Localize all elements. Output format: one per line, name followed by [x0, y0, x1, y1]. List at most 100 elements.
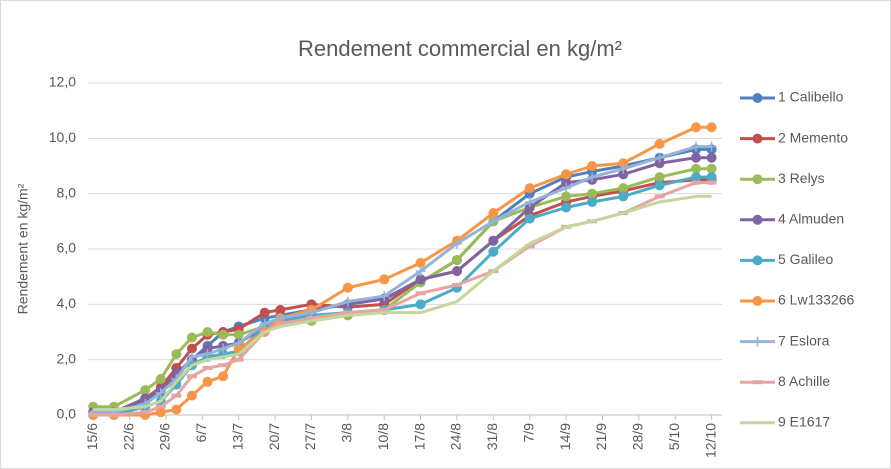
point	[451, 266, 462, 277]
legend-marker	[752, 214, 763, 225]
point	[654, 172, 665, 183]
point	[561, 202, 572, 213]
x-tick-label: 10/8	[375, 423, 391, 450]
point	[306, 307, 317, 318]
point	[654, 180, 665, 191]
point	[706, 172, 717, 183]
x-tick-label: 5/10	[666, 423, 682, 450]
point	[561, 177, 572, 188]
point	[488, 216, 499, 227]
legend-label: 8 Achille	[778, 373, 830, 389]
x-tick-label: 29/6	[157, 423, 173, 450]
point	[415, 266, 426, 277]
legend-label: 5 Galileo	[778, 251, 833, 267]
point	[275, 313, 286, 324]
y-tick-label: 0,0	[57, 406, 77, 422]
x-tick-label: 13/7	[229, 423, 245, 450]
x-tick-label: 27/7	[302, 423, 318, 450]
x-tick-label: 22/6	[120, 423, 136, 450]
point	[186, 390, 197, 401]
series-line	[93, 194, 712, 411]
point	[218, 329, 229, 340]
y-axis-label: Rendement en kg/m²	[15, 183, 31, 314]
x-tick-label: 6/7	[193, 423, 209, 443]
point	[259, 307, 270, 318]
point	[171, 404, 182, 415]
x-tick-label: 14/9	[557, 423, 573, 450]
legend-label: 3 Relys	[778, 170, 825, 186]
legend-label: 1 Calibello	[778, 89, 844, 105]
point	[561, 191, 572, 202]
point	[618, 183, 629, 194]
point	[561, 169, 572, 180]
x-tick-label: 24/8	[448, 423, 464, 450]
point	[618, 163, 629, 174]
x-tick-label: 31/8	[484, 423, 500, 450]
point	[218, 371, 229, 382]
point	[691, 163, 702, 174]
point	[488, 208, 499, 219]
point	[415, 257, 426, 268]
point	[618, 169, 629, 180]
x-tick-label: 21/9	[593, 423, 609, 450]
point	[202, 349, 213, 360]
x-tick-label: 20/7	[266, 423, 282, 450]
point	[259, 318, 270, 329]
point	[706, 141, 717, 152]
point	[654, 152, 665, 163]
point	[202, 327, 213, 337]
y-tick-label: 12,0	[49, 74, 76, 90]
point	[706, 163, 717, 174]
point	[561, 183, 572, 194]
point	[654, 138, 665, 149]
x-tick-label: 17/8	[411, 423, 427, 450]
point	[524, 183, 535, 194]
point	[654, 158, 665, 169]
point	[233, 329, 244, 340]
point	[140, 385, 151, 396]
point	[155, 374, 166, 385]
x-tick-label: 28/9	[630, 423, 646, 450]
y-tick-label: 4,0	[57, 295, 77, 311]
point	[379, 274, 390, 285]
legend-label: 9 E1617	[778, 414, 830, 430]
point	[587, 161, 598, 171]
y-tick-label: 2,0	[57, 350, 77, 366]
x-tick-label: 15/6	[84, 423, 100, 450]
point	[488, 246, 499, 257]
chart-title: Rendement commercial en kg/m²	[298, 36, 622, 61]
series-line	[93, 145, 712, 414]
point	[451, 255, 462, 266]
legend-label: 6 Lw133266	[778, 292, 855, 308]
legend-marker	[752, 174, 763, 185]
x-tick-label: 3/8	[339, 423, 355, 443]
point	[186, 332, 197, 343]
point	[155, 387, 166, 398]
legend-marker	[752, 296, 763, 306]
point	[706, 152, 717, 163]
point	[379, 291, 390, 302]
y-tick-label: 10,0	[49, 129, 76, 145]
point	[202, 376, 213, 387]
point	[488, 235, 499, 246]
point	[342, 282, 353, 293]
legend-marker	[752, 93, 763, 103]
point	[524, 202, 535, 213]
legend-label: 2 Memento	[778, 129, 848, 145]
legend-label: 7 Eslora	[778, 332, 830, 348]
point	[415, 274, 426, 285]
point	[186, 343, 197, 354]
point	[202, 343, 213, 354]
point	[524, 196, 535, 207]
legend-label: 4 Almuden	[778, 211, 844, 227]
y-tick-label: 8,0	[57, 184, 77, 200]
point	[171, 349, 182, 360]
point	[275, 304, 286, 315]
point	[342, 296, 353, 307]
point	[524, 213, 535, 224]
point	[218, 343, 229, 354]
point	[587, 196, 598, 207]
